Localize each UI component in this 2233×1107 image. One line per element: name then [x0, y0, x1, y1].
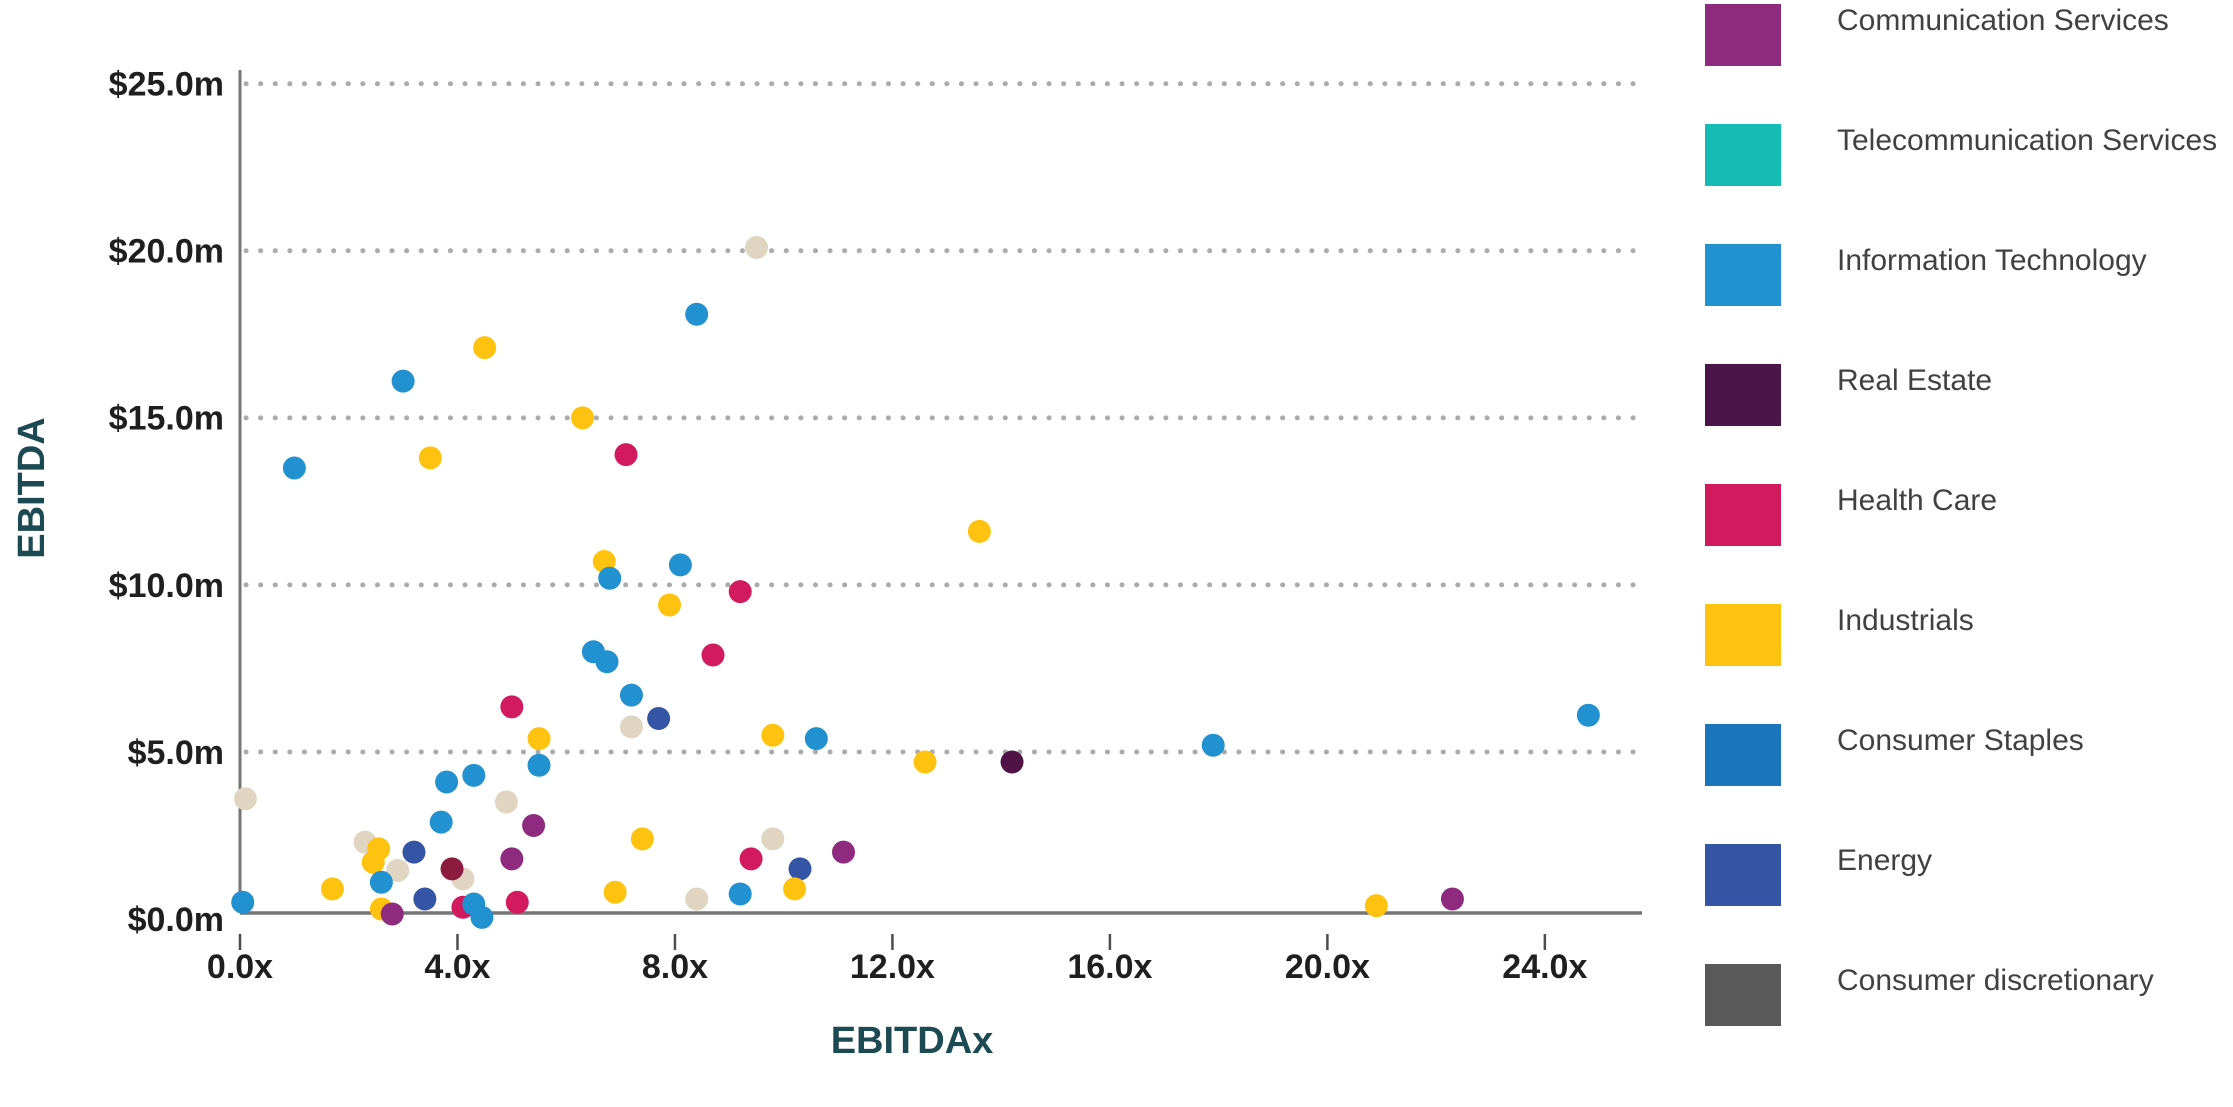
- scatter-point: [761, 723, 785, 747]
- scatter-point: [386, 859, 410, 883]
- legend-swatch: [1705, 724, 1781, 786]
- scatter-point: [1000, 750, 1024, 774]
- scatter-point: [598, 566, 622, 590]
- scatter-point: [745, 235, 769, 259]
- y-tick-label: $15.0m: [109, 400, 224, 438]
- legend-item-label: Telecommunication Services: [1837, 124, 2218, 157]
- scatter-point: [440, 857, 464, 881]
- scatter-point: [603, 880, 627, 904]
- scatter-point: [367, 837, 391, 861]
- scatter-point: [619, 683, 643, 707]
- scatter-point: [462, 763, 486, 787]
- scatter-point: [967, 519, 991, 543]
- x-tick-label: 0.0x: [207, 948, 273, 986]
- x-tick-label: 4.0x: [424, 948, 490, 986]
- scatter-point: [522, 813, 546, 837]
- scatter-point: [619, 715, 643, 739]
- scatter-point: [1364, 894, 1388, 918]
- x-axis-title: EBITDAx: [831, 1020, 994, 1062]
- scatter-point: [728, 580, 752, 604]
- scatter-point: [658, 593, 682, 617]
- y-tick-label: $0.0m: [128, 901, 224, 939]
- scatter-point: [470, 905, 494, 929]
- scatter-point: [380, 902, 404, 926]
- scatter-point: [402, 840, 426, 864]
- legend-item-label: Industrials: [1837, 604, 1974, 637]
- scatter-point: [369, 870, 393, 894]
- y-axis-title: EBITDA: [11, 417, 53, 558]
- x-tick-label: 16.0x: [1067, 948, 1152, 986]
- scatter-point: [527, 727, 551, 751]
- scatter-point: [913, 750, 937, 774]
- scatter-point: [1576, 703, 1600, 727]
- scatter-points: [231, 235, 1600, 929]
- y-tick-label: $20.0m: [109, 233, 224, 271]
- legend-swatch: [1705, 364, 1781, 426]
- scatter-point: [320, 877, 344, 901]
- x-tick-label: 24.0x: [1502, 948, 1587, 986]
- legend-item-label: Information Technology: [1837, 244, 2147, 277]
- legend-swatch: [1705, 124, 1781, 186]
- scatter-point: [231, 890, 255, 914]
- scatter-point: [391, 369, 415, 393]
- scatter-point: [571, 406, 595, 430]
- scatter-point: [527, 753, 551, 777]
- legend-swatch: [1705, 484, 1781, 546]
- tick-labels: $0.0m $5.0m $10.0m $15.0m $20.0m $25.0m 0.0x 4.…: [109, 66, 1588, 986]
- scatter-point: [282, 456, 306, 480]
- x-tick-label: 8.0x: [642, 948, 708, 986]
- scatter-point: [500, 847, 524, 871]
- legend-swatch: [1705, 844, 1781, 906]
- scatter-point: [473, 336, 497, 360]
- y-tick-label: $5.0m: [128, 734, 224, 772]
- scatter-point: [429, 810, 453, 834]
- legend-swatch: [1705, 964, 1781, 1026]
- legend: Communication Services Telecommunication …: [1705, 0, 2233, 1107]
- scatter-point: [505, 890, 529, 914]
- legend-item-label: Consumer discretionary: [1837, 964, 2154, 997]
- scatter-point: [668, 553, 692, 577]
- legend-item-label: Energy: [1837, 844, 1933, 877]
- scatter-point: [761, 827, 785, 851]
- scatter-point: [804, 727, 828, 751]
- scatter-point: [701, 643, 725, 667]
- legend-swatch: [1705, 604, 1781, 666]
- scatter-point: [413, 887, 437, 911]
- legend-item-label: Real Estate: [1837, 364, 1993, 397]
- scatter-point: [418, 446, 442, 470]
- x-tick-label: 12.0x: [850, 948, 935, 986]
- y-tick-label: $25.0m: [109, 66, 224, 104]
- scatter-point: [728, 882, 752, 906]
- scatter-point: [614, 443, 638, 467]
- scatter-point: [595, 650, 619, 674]
- legend-item-label: Communication Services: [1837, 4, 2169, 37]
- scatter-point: [500, 695, 524, 719]
- scatter-point: [233, 787, 257, 811]
- scatter-point: [783, 877, 807, 901]
- scatter-point: [788, 857, 812, 881]
- scatter-point: [685, 302, 709, 326]
- gridlines: [243, 81, 1643, 755]
- scatter-point: [647, 707, 671, 731]
- scatter-point: [630, 827, 654, 851]
- scatter-point: [831, 840, 855, 864]
- scatter-point: [1440, 887, 1464, 911]
- scatter-point: [685, 887, 709, 911]
- legend-item-label: Health Care: [1837, 484, 1998, 517]
- scatter-point: [739, 847, 763, 871]
- scatter-point: [494, 790, 518, 814]
- legend-swatch: [1705, 4, 1781, 66]
- legend-item-label: Consumer Staples: [1837, 724, 2084, 757]
- scatter-point: [1201, 733, 1225, 757]
- x-tick-label: 20.0x: [1285, 948, 1370, 986]
- legend-swatch: [1705, 244, 1781, 306]
- y-tick-label: $10.0m: [109, 567, 224, 605]
- scatter-point: [435, 770, 459, 794]
